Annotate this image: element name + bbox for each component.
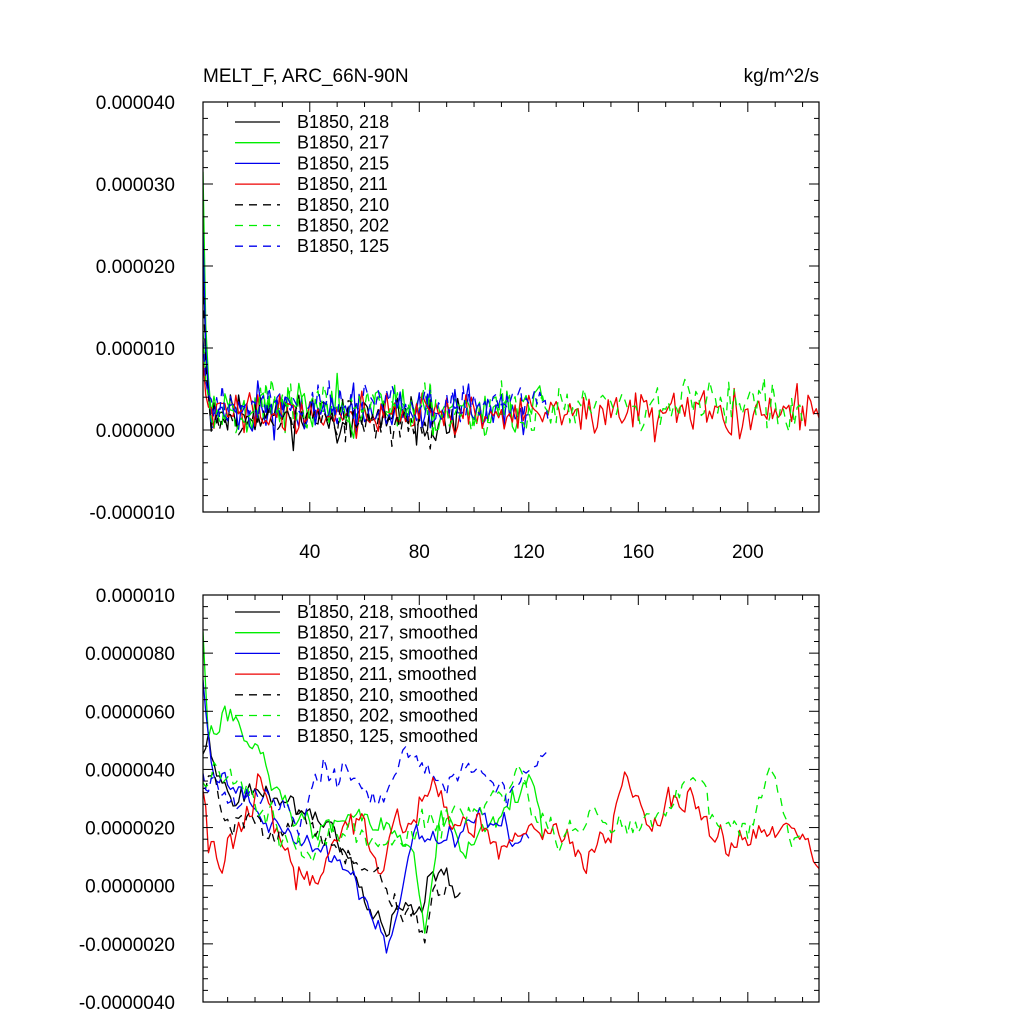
x-tick-label: 40 — [299, 542, 320, 563]
y-tick-label: 0.000000 — [96, 421, 175, 442]
y-tick-label: 0.0000060 — [85, 702, 175, 723]
top-panel: 40 80 120 160 200 -0.000010 0.000000 0.000010 0.… — [89, 93, 820, 563]
y-tick-label: 0.0000000 — [85, 877, 175, 898]
series-line-4 — [203, 771, 819, 891]
plot-frame — [202, 594, 820, 1003]
legend-label: B1850, 218, smoothed — [297, 602, 478, 622]
y-tick-label: 0.0000040 — [85, 760, 175, 781]
y-tick-label: -0.0000020 — [79, 935, 175, 956]
legend-label: B1850, 210, smoothed — [297, 685, 478, 705]
plot-title: MELT_F, ARC_66N-90N — [203, 66, 409, 87]
legend-label: B1850, 202, smoothed — [297, 706, 478, 726]
x-tick-label: 200 — [732, 542, 764, 563]
legend-label: B1850, 125, smoothed — [297, 726, 478, 746]
series-lines — [203, 171, 819, 452]
y-tick-label: 0.000040 — [96, 93, 175, 114]
y-tick-label: -0.000010 — [89, 503, 175, 524]
legend-label: B1850, 215 — [297, 153, 389, 173]
y-tick-label: 0.0000020 — [85, 819, 175, 840]
legend-label: B1850, 210 — [297, 195, 389, 215]
y-tick-label: 0.000030 — [96, 175, 175, 196]
series-line-6 — [203, 761, 804, 864]
y-tick-label: -0.0000040 — [79, 993, 175, 1014]
x-tick-label: 160 — [622, 542, 654, 563]
x-tick-label: 80 — [409, 542, 430, 563]
legend-label: B1850, 218 — [297, 112, 389, 132]
series-line-6 — [203, 331, 804, 439]
legend-label: B1850, 211, smoothed — [297, 664, 477, 684]
series-lines — [203, 631, 819, 954]
legend-label: B1850, 217 — [297, 133, 389, 153]
series-line-3 — [203, 679, 530, 954]
series-line-2 — [203, 631, 544, 934]
y-tick-label: 0.000020 — [96, 257, 175, 278]
series-line-7 — [203, 339, 549, 425]
series-line-7 — [203, 746, 549, 836]
bottom-panel: -0.0000040 -0.0000020 0.0000000 0.0000020 0.… — [79, 586, 820, 1014]
series-line-4 — [203, 360, 819, 443]
legend-label: B1850, 215, smoothed — [297, 643, 478, 663]
legend-label: B1850, 202 — [297, 216, 389, 236]
legend-label: B1850, 211 — [297, 174, 388, 194]
y-tick-label: 0.000010 — [96, 339, 175, 360]
legend-label: B1850, 217, smoothed — [297, 623, 478, 643]
legend-label: B1850, 125 — [297, 236, 389, 256]
plot-units: kg/m^2/s — [744, 66, 819, 87]
y-tick-label: 0.000010 — [96, 586, 175, 607]
y-tick-label: 0.0000080 — [85, 644, 175, 665]
series-line-5 — [203, 282, 434, 450]
x-tick-label: 120 — [513, 542, 545, 563]
plot-frame — [202, 101, 820, 513]
